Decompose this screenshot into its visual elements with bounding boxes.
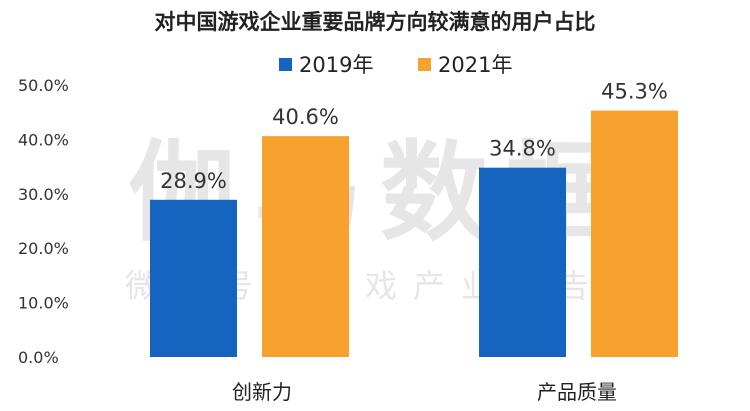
chart-title: 对中国游戏企业重要品牌方向较满意的用户占比	[155, 10, 596, 34]
legend-label-2021: 2021年	[438, 53, 512, 77]
data-labels: 28.9% 40.6% 34.8% 45.3%	[160, 80, 668, 193]
data-label: 45.3%	[601, 80, 668, 104]
y-tick-label: 20.0%	[18, 239, 69, 258]
y-tick-label: 0.0%	[18, 348, 59, 367]
bars	[150, 110, 678, 358]
bar	[591, 110, 678, 358]
data-label: 34.8%	[489, 137, 556, 161]
data-label: 28.9%	[160, 169, 227, 193]
y-tick-label: 10.0%	[18, 294, 69, 313]
y-tick-label: 40.0%	[18, 130, 69, 149]
bar	[479, 167, 566, 357]
bar	[262, 136, 349, 357]
legend-label-2019: 2019年	[299, 53, 373, 77]
y-tick-label: 50.0%	[18, 76, 69, 95]
y-axis-ticks: 0.0% 10.0% 20.0% 30.0% 40.0% 50.0%	[18, 76, 69, 367]
legend: 2019年 2021年	[279, 53, 512, 77]
legend-swatch-2021	[418, 58, 431, 71]
category-label-1: 产品质量	[537, 380, 617, 404]
bar	[150, 199, 237, 357]
category-label-0: 创新力	[232, 380, 292, 404]
data-label: 40.6%	[272, 105, 339, 129]
category-labels: 创新力 产品质量	[232, 380, 617, 404]
y-tick-label: 30.0%	[18, 185, 69, 204]
legend-swatch-2019	[279, 58, 292, 71]
